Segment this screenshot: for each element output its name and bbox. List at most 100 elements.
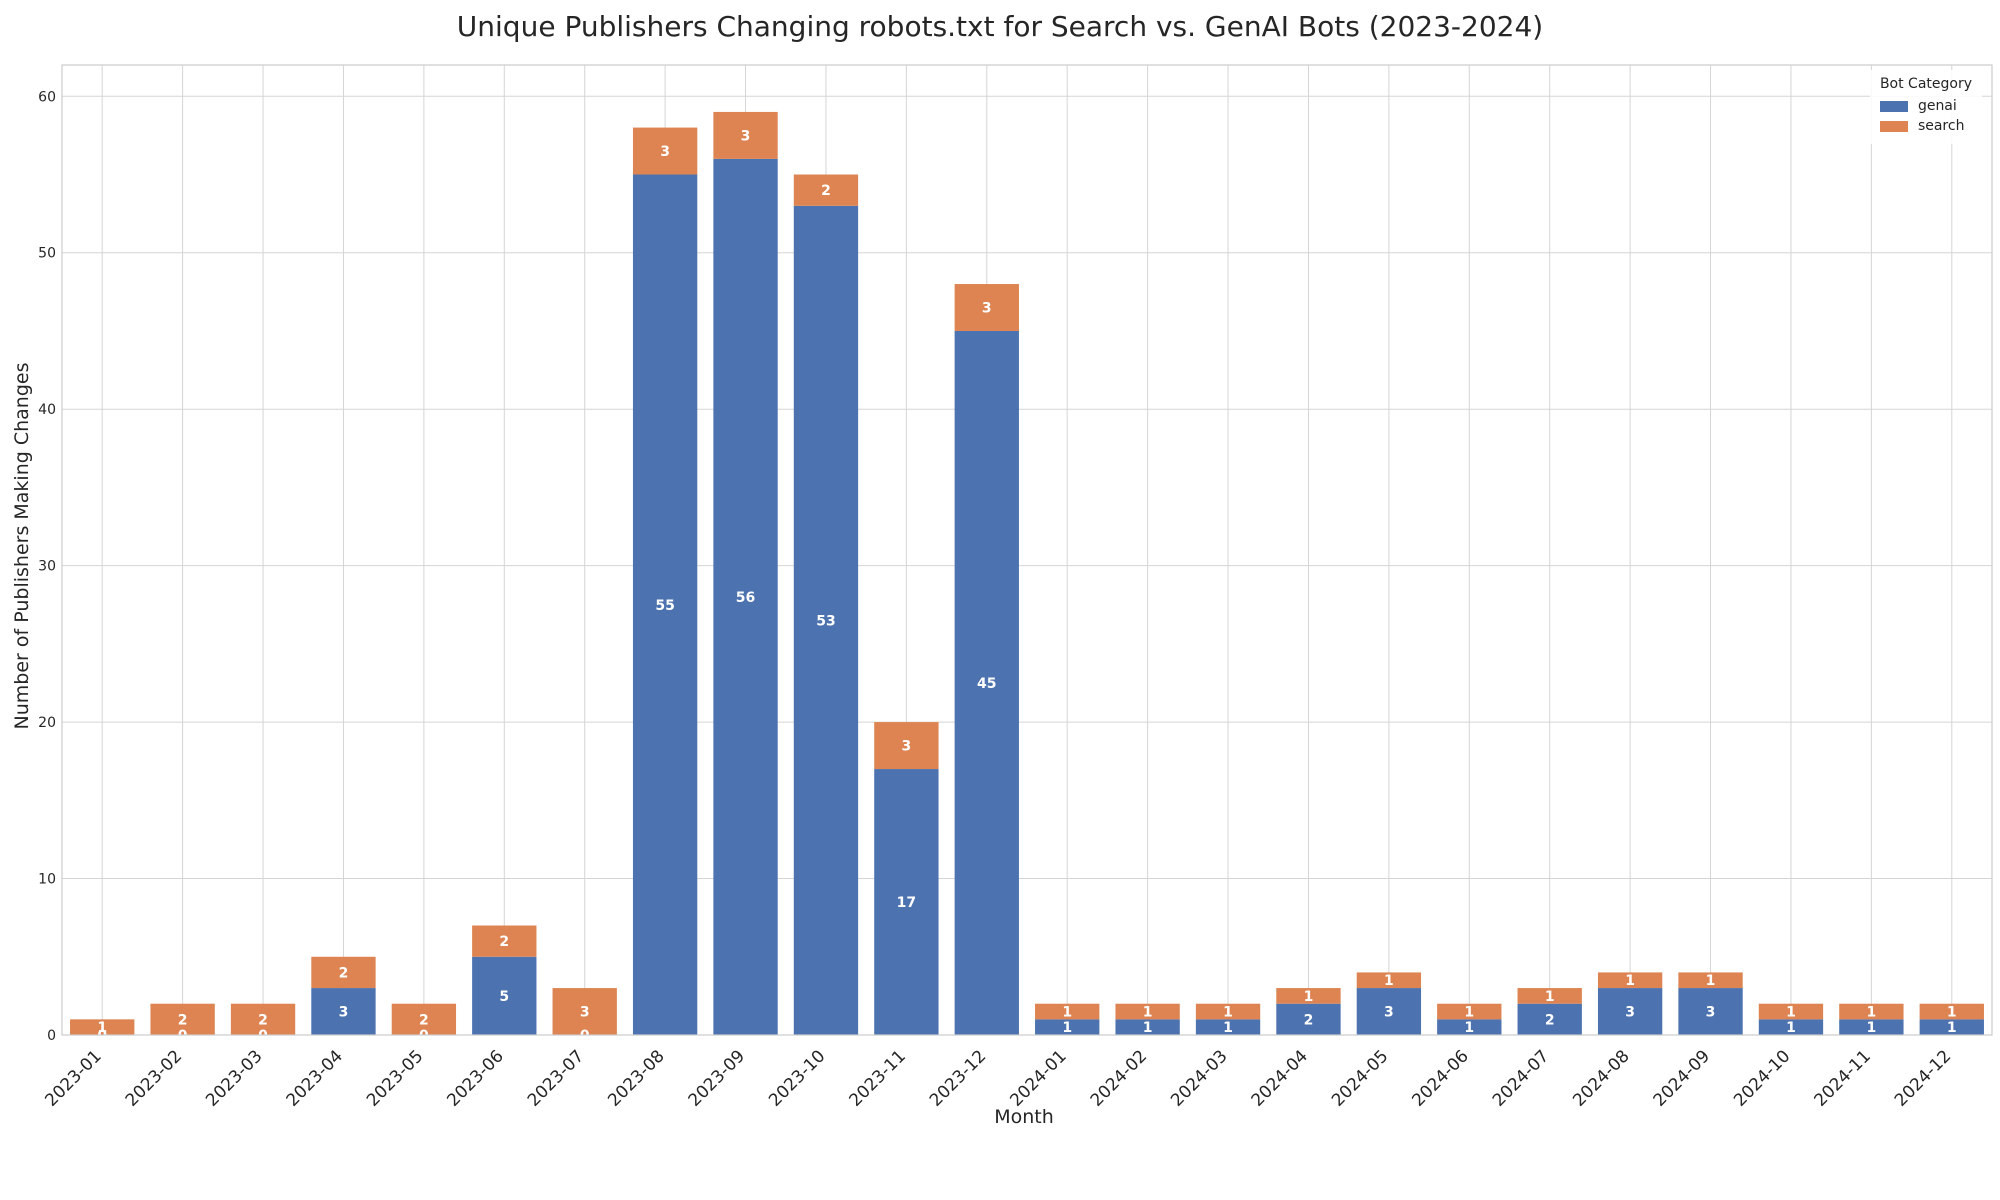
data-label-search-2024-08: 1 <box>1625 973 1635 989</box>
data-label-genai-2023-05: 0 <box>419 1028 429 1044</box>
bar-search-2024-05 <box>1356 972 1422 989</box>
data-label-genai-2024-10: 1 <box>1786 1020 1796 1036</box>
data-label-genai-2023-06: 5 <box>499 989 509 1005</box>
data-label-search-2024-07: 1 <box>1545 989 1555 1005</box>
data-label-genai-2024-06: 1 <box>1464 1020 1474 1036</box>
x-tick-label: 2023-04 <box>283 1046 347 1110</box>
data-label-genai-2024-11: 1 <box>1867 1020 1877 1036</box>
data-label-search-2023-02: 2 <box>178 1012 188 1028</box>
y-tick-label: 20 <box>38 715 56 731</box>
data-label-genai-2024-02: 1 <box>1143 1020 1153 1036</box>
legend: Bot Category genai search <box>1869 70 1982 144</box>
x-tick-label: 2024-07 <box>1489 1046 1553 1110</box>
bar-genai-2024-08 <box>1597 988 1663 1035</box>
data-label-search-2023-11: 3 <box>902 739 912 755</box>
x-tick-label: 2023-09 <box>685 1046 749 1110</box>
bar-genai-2023-11 <box>874 769 939 1035</box>
x-tick-label: 2023-02 <box>122 1046 186 1110</box>
data-label-genai-2024-12: 1 <box>1947 1020 1957 1036</box>
legend-swatch-search <box>1879 120 1908 132</box>
bar-genai-2023-10 <box>793 205 859 1035</box>
bar-search-2023-02 <box>150 1003 215 1035</box>
bar-genai-2024-10 <box>1758 1019 1824 1035</box>
x-tick-label: 2024-09 <box>1650 1046 1714 1110</box>
x-tick-label: 2023-06 <box>443 1046 507 1110</box>
data-label-genai-2024-03: 1 <box>1223 1020 1233 1036</box>
bar-genai-2024-01 <box>1035 1019 1100 1035</box>
x-tick-label: 2024-12 <box>1891 1046 1955 1110</box>
data-label-genai-2023-08: 55 <box>655 598 674 614</box>
legend-label-search: search <box>1917 118 1965 134</box>
bar-search-2023-03 <box>230 1003 296 1035</box>
data-label-genai-2023-12: 45 <box>977 676 996 692</box>
bar-search-2023-12 <box>954 284 1019 331</box>
data-label-genai-2023-02: 0 <box>178 1028 188 1044</box>
x-tick-label: 2024-02 <box>1087 1046 1151 1110</box>
bar-genai-2023-12 <box>954 330 1019 1035</box>
x-tick-label: 2024-04 <box>1248 1046 1312 1110</box>
bar-genai-2023-08 <box>632 174 698 1036</box>
bar-genai-2024-12 <box>1919 1019 1984 1035</box>
data-label-search-2024-12: 1 <box>1947 1005 1957 1021</box>
x-tick-label: 2024-01 <box>1006 1046 1070 1110</box>
x-tick-label: 2023-07 <box>524 1046 588 1110</box>
data-label-search-2024-01: 1 <box>1062 1005 1072 1021</box>
data-label-genai-2024-09: 3 <box>1706 1005 1716 1021</box>
data-label-search-2023-08: 3 <box>660 144 670 160</box>
bar-search-2023-01 <box>70 1019 135 1035</box>
bar-search-2024-04 <box>1276 988 1341 1004</box>
y-tick-label: 40 <box>38 402 56 418</box>
x-tick-label: 2023-12 <box>926 1046 990 1110</box>
data-label-search-2023-04: 2 <box>339 965 349 981</box>
data-label-search-2024-10: 1 <box>1786 1005 1796 1021</box>
chart-title: Unique Publishers Changing robots.txt fo… <box>456 10 1544 43</box>
data-label-genai-2024-07: 2 <box>1545 1012 1555 1028</box>
bar-search-2024-12 <box>1919 1003 1984 1020</box>
bar-search-2023-06 <box>472 925 537 957</box>
data-label-search-2023-03: 2 <box>258 1012 268 1028</box>
y-tick-label: 50 <box>38 246 56 262</box>
bar-search-2023-07 <box>552 988 617 1035</box>
bar-search-2024-11 <box>1839 1003 1904 1020</box>
bar-search-2023-05 <box>391 1003 457 1035</box>
data-label-search-2023-01: 1 <box>97 1020 107 1036</box>
data-label-search-2023-09: 3 <box>741 128 751 144</box>
data-label-genai-2023-10: 53 <box>816 613 835 629</box>
bar-search-2024-03 <box>1195 1003 1261 1020</box>
x-tick-label: 2024-08 <box>1569 1046 1633 1110</box>
x-tick-label: 2023-08 <box>604 1046 668 1110</box>
data-label-genai-2023-04: 3 <box>339 1005 349 1021</box>
bar-layer <box>70 111 1984 1036</box>
bar-search-2024-08 <box>1597 972 1663 989</box>
bar-search-2023-09 <box>713 111 778 159</box>
data-label-genai-2024-05: 3 <box>1384 1005 1394 1021</box>
data-label-search-2023-05: 2 <box>419 1012 429 1028</box>
x-tick-label: 2024-03 <box>1167 1046 1231 1110</box>
plot-frame <box>61 64 1993 1036</box>
data-label-genai-2023-11: 17 <box>897 895 916 911</box>
grid-layer <box>62 65 1992 1036</box>
bar-genai-2024-07 <box>1517 1003 1582 1035</box>
data-label-genai-2023-03: 0 <box>258 1028 268 1044</box>
data-label-search-2024-02: 1 <box>1143 1005 1153 1021</box>
legend-item-search: search <box>1879 118 1972 134</box>
x-tick-label: 2023-11 <box>846 1046 910 1110</box>
data-label-search-2024-05: 1 <box>1384 973 1394 989</box>
x-tick-label: 2024-05 <box>1328 1046 1392 1110</box>
bar-search-2024-01 <box>1035 1003 1100 1020</box>
bar-search-2023-08 <box>632 127 698 175</box>
data-label-search-2023-12: 3 <box>982 301 992 317</box>
bar-genai-2023-04 <box>311 988 376 1035</box>
data-label-search-2023-07: 3 <box>580 1005 590 1021</box>
bar-genai-2024-02 <box>1115 1019 1180 1035</box>
x-tick-label: 2024-06 <box>1408 1046 1472 1110</box>
bar-search-2023-04 <box>311 956 376 989</box>
data-label-genai-2023-07: 0 <box>580 1028 590 1044</box>
x-tick-label: 2024-10 <box>1730 1046 1794 1110</box>
x-tick-label: 2023-01 <box>41 1046 105 1110</box>
y-tick-label: 10 <box>38 872 56 888</box>
bar-genai-2023-09 <box>713 158 778 1035</box>
data-label-search-2023-06: 2 <box>499 934 509 950</box>
